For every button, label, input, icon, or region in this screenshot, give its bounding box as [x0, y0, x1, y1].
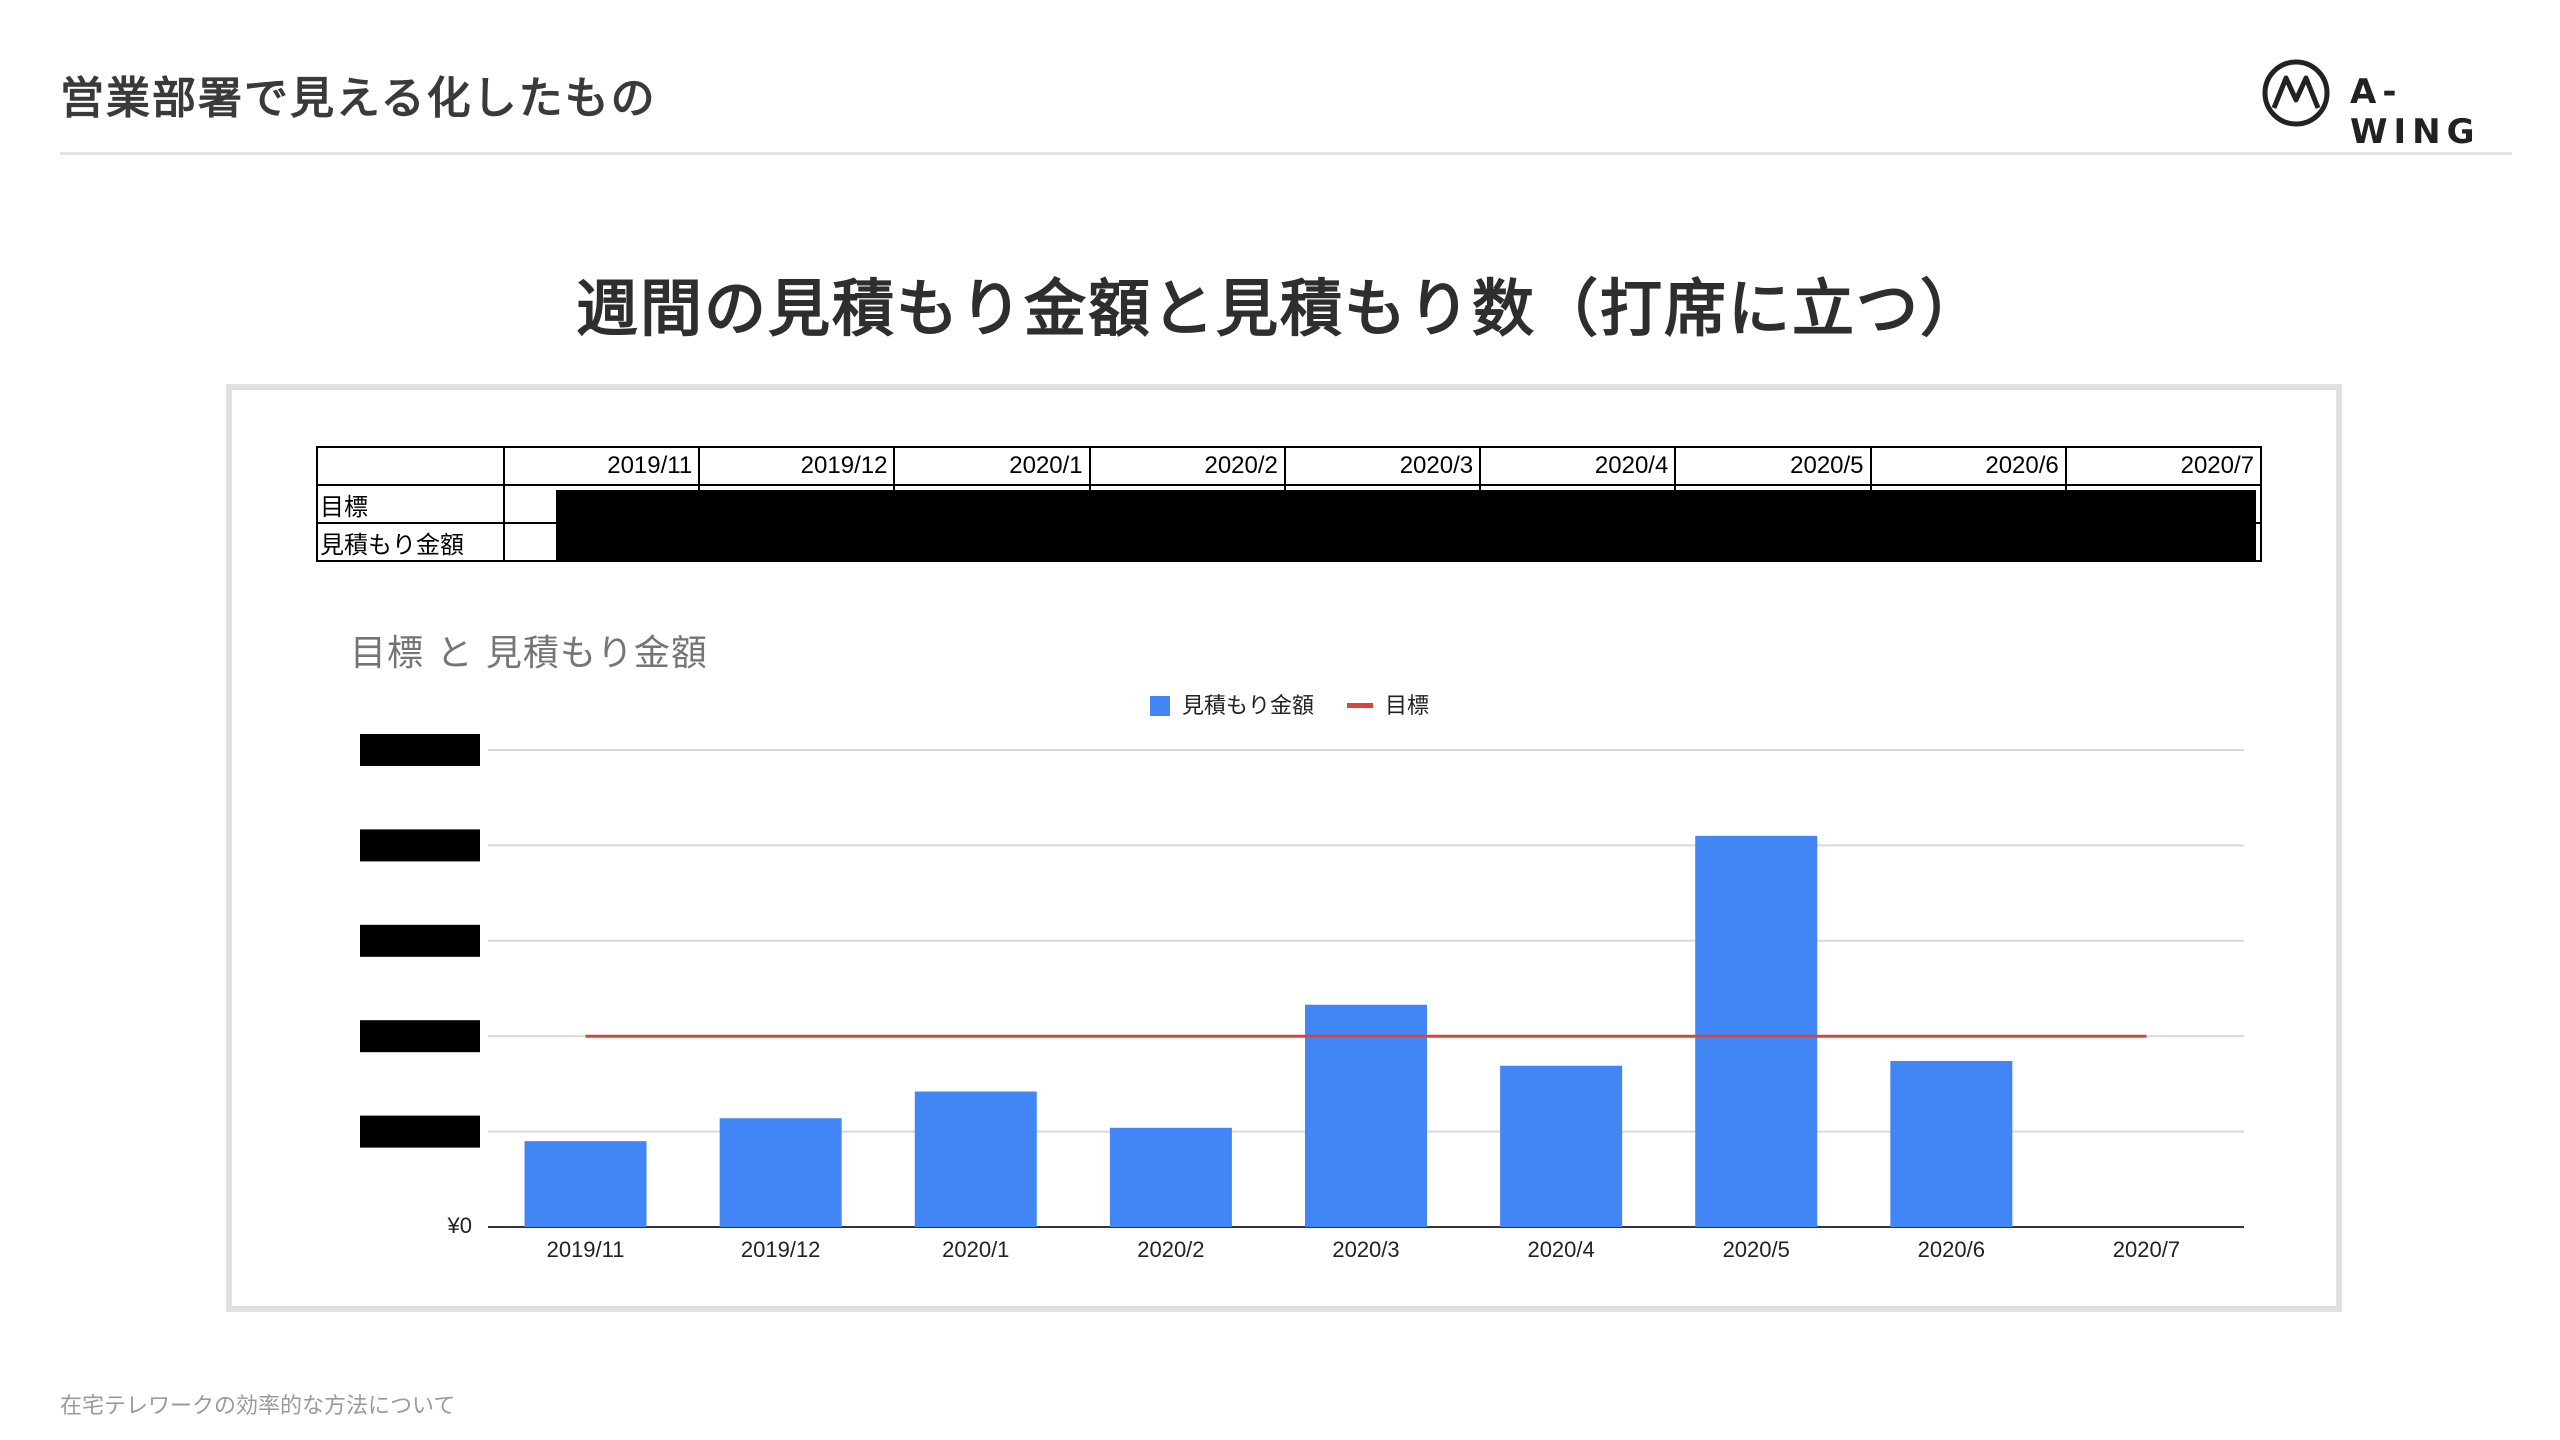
legend-label: 目標	[1385, 694, 1430, 719]
x-tick-label: 2020/5	[1723, 1237, 1790, 1262]
table-corner-cell	[316, 446, 505, 486]
y-tick-redaction-block	[360, 734, 480, 766]
x-tick-label: 2020/7	[2113, 1237, 2180, 1262]
y-tick-redaction-block	[360, 1115, 480, 1148]
logo-wordmark: A-WING	[2350, 72, 2481, 152]
x-tick-label: 2019/12	[741, 1237, 821, 1262]
x-tick-label: 2019/11	[547, 1237, 625, 1262]
y-tick-redaction-block	[360, 829, 480, 862]
table-month-header: 2020/7	[2064, 446, 2263, 486]
table-month-header: 2020/5	[1674, 446, 1872, 486]
x-tick-label: 2020/4	[1527, 1237, 1594, 1262]
bar-2019-11	[524, 1141, 647, 1227]
bar-2020-4	[1500, 1065, 1623, 1227]
bar-2020-5	[1695, 835, 1818, 1227]
table-row-label: 見積もり金額	[316, 522, 505, 562]
page-header-title: 営業部署で見える化したもの	[60, 73, 657, 124]
y-tick-redaction-block	[360, 1020, 480, 1053]
table-month-header: 2020/3	[1283, 446, 1482, 486]
header-divider	[60, 152, 2512, 155]
legend-bar-swatch-icon	[1150, 696, 1170, 716]
table-redaction-block	[556, 490, 2256, 560]
legend-item-target: 目標	[1347, 688, 1429, 720]
table-month-header: 2020/1	[893, 446, 1091, 486]
x-tick-label: 2020/2	[1137, 1237, 1204, 1262]
bar-2020-6	[1890, 1061, 2013, 1227]
slide-title: 週間の見積もり金額と見積もり数（打席に立つ）	[575, 272, 1984, 345]
table-month-header: 2019/12	[698, 446, 896, 486]
bar-2020-3	[1305, 1004, 1427, 1227]
bar-2019-12	[719, 1118, 842, 1227]
company-logo: A-WING	[2262, 58, 2522, 152]
table-row-label: 目標	[316, 484, 505, 524]
table-month-header: 2019/11	[502, 446, 701, 486]
table-month-header: 2020/4	[1479, 446, 1677, 486]
y-tick-redaction-block	[360, 924, 480, 957]
logo-mark-icon	[2262, 59, 2330, 127]
chart-legend: 見積もり金額 目標	[1150, 688, 1455, 720]
bar-2020-2	[1109, 1127, 1232, 1227]
chart-title: 目標 と 見積もり金額	[350, 633, 708, 674]
x-tick-label: 2020/3	[1332, 1237, 1399, 1262]
x-tick-label: 2020/6	[1918, 1237, 1985, 1262]
legend-line-swatch-icon	[1347, 703, 1374, 708]
bar-2020-1	[914, 1091, 1037, 1227]
footer-text: 在宅テレワークの効率的な方法について	[60, 1394, 456, 1419]
x-tick-label: 2020/1	[942, 1237, 1009, 1262]
legend-item-amount: 見積もり金額	[1150, 688, 1314, 720]
y-tick-label: ¥0	[447, 1213, 472, 1238]
legend-label: 見積もり金額	[1182, 694, 1315, 719]
table-month-header: 2020/6	[1869, 446, 2067, 486]
table-header-row: 2019/11 2019/12 2020/1 2020/2 2020/3 202…	[316, 446, 2263, 486]
table-month-header: 2020/2	[1088, 446, 1286, 486]
